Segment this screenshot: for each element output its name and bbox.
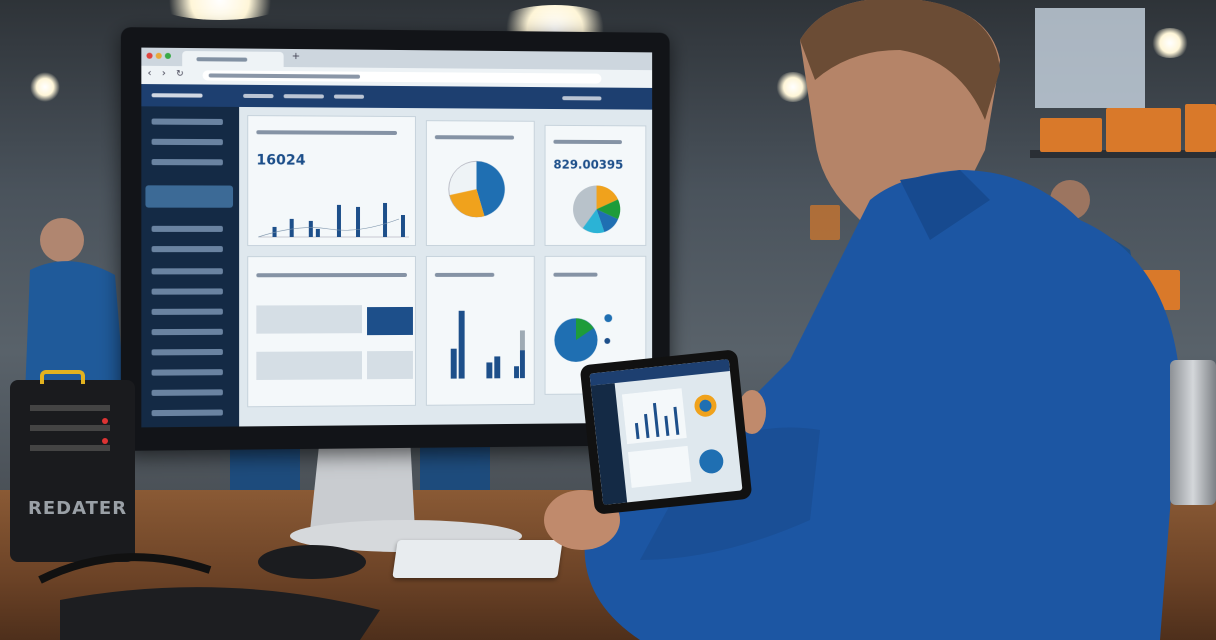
tablet-charts: [622, 384, 732, 494]
tablet[interactable]: [580, 349, 753, 515]
tablet-topbar: [589, 359, 729, 386]
tablet-screen: [589, 359, 742, 505]
metal-canister: [1170, 360, 1216, 505]
